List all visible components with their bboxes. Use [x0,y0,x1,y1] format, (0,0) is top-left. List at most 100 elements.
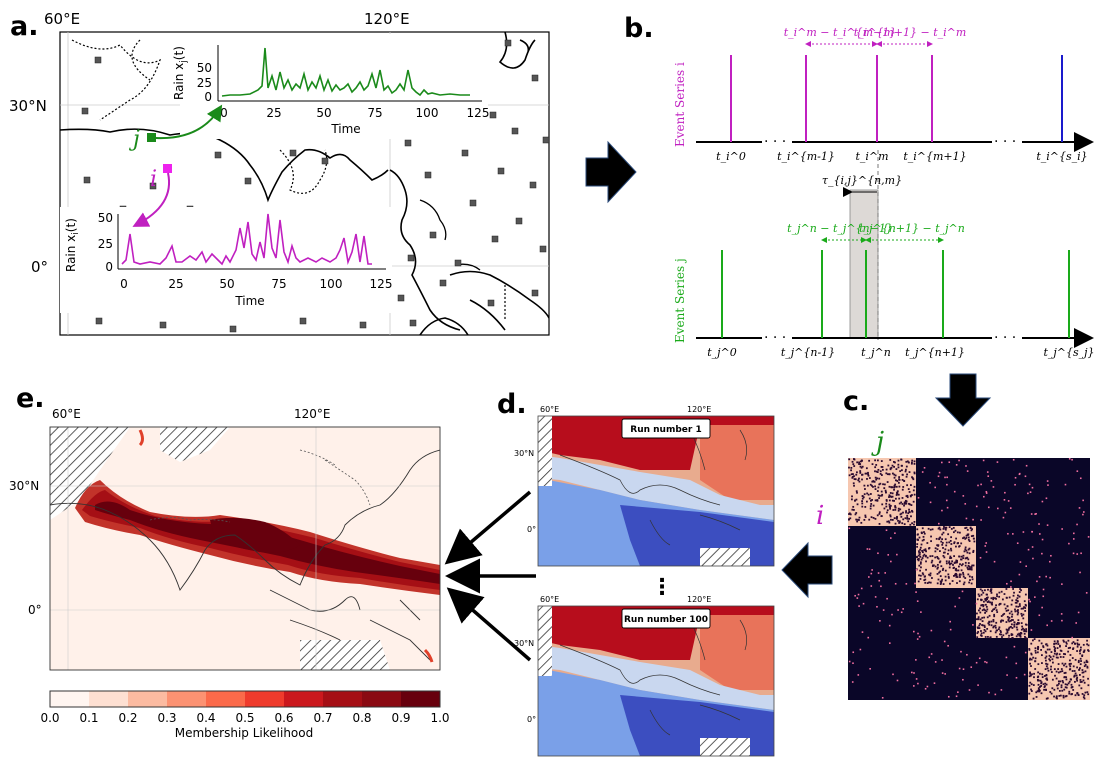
matrix-cell [962,573,965,576]
matrix-cell [995,597,997,600]
matrix-j-label: j [871,427,884,457]
matrix-cell [906,484,909,487]
matrix-cell [1040,681,1043,684]
matrix-cell [944,673,946,675]
matrix-cell [905,475,908,478]
matrix-cell [940,565,943,568]
matrix-cell [986,608,989,611]
matrix-cell [956,576,959,578]
inset-i-ytick: 25 [98,237,113,251]
matrix-cell [1082,679,1085,682]
matrix-cell [923,532,926,535]
matrix-cell [1039,679,1042,682]
node-i-marker [163,164,172,173]
matrix-cell [929,572,932,575]
matrix-cell [919,574,922,577]
matrix-cell [954,605,956,608]
matrix-cell [897,493,900,496]
matrix-cell [862,496,865,499]
matrix-cell [1072,538,1075,540]
matrix-cell [1064,653,1067,656]
matrix-cell [893,473,896,476]
inset-i-ylabel: Rain xi(t) [64,218,81,272]
matrix-cell [906,460,909,463]
matrix-cell [963,581,966,584]
matrix-cell [953,490,956,493]
matrix-cell [1079,477,1082,480]
matrix-cell [996,595,998,598]
matrix-cell [938,561,941,564]
matrix-cell [916,545,918,548]
matrix-cell [889,537,892,539]
matrix-cell [1064,686,1067,689]
matrix-cell [895,485,898,488]
matrix-cell [886,509,889,512]
matrix-cell [855,498,858,501]
matrix-cell [1039,689,1041,692]
matrix-cell [960,650,962,653]
matrix-cell [895,468,898,471]
matrix-cell [913,523,915,526]
matrix-cell [929,481,931,484]
matrix-cell [951,560,954,563]
matrix-cell [1039,686,1041,688]
matrix-cell [1076,643,1079,646]
matrix-cell [1062,694,1065,697]
series-j-label: Event Series j [673,258,687,343]
matrix-cell [874,485,876,488]
matrix-cell [1017,619,1020,622]
matrix-cell [1027,548,1030,551]
matrix-cell [849,513,852,516]
matrix-cell [917,580,920,583]
matrix-cell [992,626,995,629]
colorbar-tick: 0.6 [274,711,293,725]
matrix-cell [953,541,956,544]
arrow-d-to-e-upper [444,490,532,565]
matrix-cell [897,463,900,466]
tick-j-last: t_j^{s_j} [1043,346,1094,359]
matrix-cell [903,504,905,507]
matrix-cell [919,569,922,572]
matrix-cell [894,479,897,482]
matrix-cell [867,493,870,496]
matrix-cell [950,557,953,559]
matrix-cell [1080,660,1082,662]
matrix-cell [1028,692,1031,695]
matrix-cell [890,486,893,489]
matrix-cell [950,547,952,550]
matrix-cell [885,491,887,494]
arrow-b-to-c [934,373,992,427]
colorbar-tick: 1.0 [430,711,449,725]
matrix-cell [964,537,967,540]
matrix-cell [992,618,995,621]
matrix-cell [988,691,990,694]
matrix-cell [867,471,869,474]
matrix-cell [868,497,871,500]
matrix-cell [1065,695,1068,697]
matrix-cell [1000,615,1003,617]
matrix-cell [1003,612,1006,615]
matrix-cell [856,503,859,506]
matrix-cell [1005,621,1008,623]
matrix-cell [1050,692,1053,695]
inset-i-ytick: 50 [98,211,113,225]
matrix-cell [964,546,967,549]
colorbar-segment [362,691,402,707]
matrix-cell [904,517,907,520]
matrix-cell [898,520,901,523]
matrix-cell [1077,661,1080,664]
matrix-cell [861,473,863,476]
matrix-cell [1033,672,1035,675]
matrix-cell [1000,689,1003,691]
matrix-cell [1037,687,1040,690]
matrix-cell [946,483,948,486]
matrix-cell [852,509,855,511]
run-1-lat-30: 30°N [514,449,534,458]
matrix-cell [857,593,860,596]
matrix-cell [1024,635,1026,638]
matrix-cell [858,477,860,480]
matrix-cell [1015,605,1018,608]
matrix-cell [964,503,967,505]
matrix-cell [1069,678,1072,681]
matrix-cell [897,519,899,522]
